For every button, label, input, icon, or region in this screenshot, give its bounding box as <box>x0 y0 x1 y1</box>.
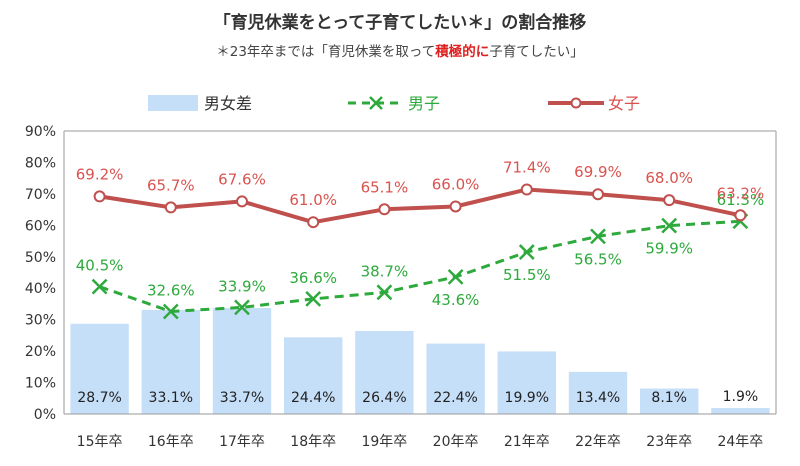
male-point-16年卒 <box>162 303 179 320</box>
bar-gap-23年卒 <box>640 388 699 414</box>
x-tick-label: 19年卒 <box>361 434 407 450</box>
x-tick-label: 20年卒 <box>433 434 479 450</box>
female-point-18年卒 <box>307 216 320 229</box>
male-point-17年卒 <box>234 299 250 316</box>
male-label-23年卒: 59.9% <box>645 240 693 258</box>
female-label-22年卒: 69.9% <box>574 163 622 181</box>
female-label-24年卒: 63.2% <box>717 184 765 202</box>
bar-gap-22年卒 <box>568 371 628 414</box>
x-tick-label: 22年卒 <box>575 434 621 450</box>
male-label-20年卒: 43.6% <box>432 291 480 309</box>
x-tick-label: 24年卒 <box>717 434 763 450</box>
bar-label-19年卒: 26.4% <box>362 390 406 406</box>
female-label-20年卒: 66.0% <box>432 175 480 193</box>
female-label-17年卒: 67.6% <box>218 170 266 188</box>
female-point-23年卒 <box>663 194 676 207</box>
male-label-22年卒: 56.5% <box>574 250 622 268</box>
x-tick-label: 23年卒 <box>646 434 692 450</box>
male-label-21年卒: 51.5% <box>503 266 551 284</box>
x-tick-label: 15年卒 <box>77 434 123 450</box>
female-label-21年卒: 71.4% <box>503 158 551 176</box>
bar-label-21年卒: 19.9% <box>505 390 549 406</box>
bar-gap-16年卒 <box>141 309 200 414</box>
bar-label-22年卒: 13.4% <box>576 390 620 406</box>
male-label-15年卒: 40.5% <box>76 257 124 275</box>
male-label-19年卒: 38.7% <box>361 262 409 280</box>
male-point-21年卒 <box>518 244 535 260</box>
bar-gap-17年卒 <box>212 308 272 414</box>
female-point-16年卒 <box>164 201 177 214</box>
bar-label-18年卒: 24.4% <box>291 390 335 406</box>
bar-label-15年卒: 28.7% <box>77 390 121 406</box>
bar-gap-19年卒 <box>355 330 414 414</box>
y-tick-label: 80% <box>25 155 56 171</box>
female-point-21年卒 <box>520 183 533 196</box>
y-tick-label: 20% <box>25 344 56 360</box>
subtitle-text-after: 子育てしたい」 <box>489 44 584 60</box>
female-label-23年卒: 68.0% <box>645 169 693 187</box>
y-tick-label: 40% <box>25 281 56 297</box>
bar-label-23年卒: 8.1% <box>651 390 687 406</box>
y-tick-label: 10% <box>25 376 56 392</box>
female-series-line <box>99 187 741 225</box>
male-label-16年卒: 32.6% <box>147 281 195 299</box>
male-series-line <box>99 219 741 314</box>
bar-gap-18年卒 <box>284 337 343 414</box>
male-point-22年卒 <box>590 228 606 245</box>
female-point-24年卒 <box>734 209 747 222</box>
legend-swatch-gap <box>148 95 198 111</box>
male-point-18年卒 <box>305 291 322 307</box>
male-label-17年卒: 33.9% <box>218 277 266 295</box>
female-label-18年卒: 61.0% <box>289 191 337 209</box>
bar-label-20年卒: 22.4% <box>433 390 477 406</box>
male-label-18年卒: 36.6% <box>289 269 337 287</box>
female-label-16年卒: 65.7% <box>147 176 195 194</box>
y-tick-label: 60% <box>25 218 56 234</box>
y-tick-label: 50% <box>25 250 56 266</box>
legend-label-female: 女子 <box>608 94 640 113</box>
legend-label-gap: 男女差 <box>204 94 252 113</box>
y-tick-label: 90% <box>25 124 56 140</box>
male-point-19年卒 <box>376 284 393 301</box>
chart-title: 「育児休業をとって子育てしたい＊」の割合推移 <box>213 13 587 33</box>
legend-label-male: 男子 <box>408 94 440 113</box>
female-point-20年卒 <box>449 200 462 213</box>
subtitle-emphasis: 積極的に <box>435 44 490 60</box>
bar-gap-21年卒 <box>497 351 556 414</box>
bar-label-24年卒: 1.9% <box>723 389 759 405</box>
bar-gap-15年卒 <box>70 323 129 414</box>
bar-label-16年卒: 33.1% <box>149 390 193 406</box>
y-tick-label: 30% <box>25 313 56 329</box>
x-tick-label: 21年卒 <box>504 434 550 450</box>
bar-gap-24年卒 <box>711 408 770 414</box>
y-tick-label: 0% <box>34 407 56 423</box>
male-point-23年卒 <box>661 217 678 234</box>
male-label-24年卒: 61.3% <box>717 191 765 209</box>
female-point-17年卒 <box>236 195 248 208</box>
bar-label-17年卒: 33.7% <box>220 390 264 406</box>
y-tick-label: 70% <box>25 187 56 203</box>
female-point-15年卒 <box>93 190 106 203</box>
male-point-20年卒 <box>447 269 464 285</box>
chart-subtitle: ＊23年卒までは「育児休業を取って積極的に子育てしたい」 <box>0 40 800 60</box>
male-point-15年卒 <box>91 278 108 295</box>
x-tick-label: 18年卒 <box>290 434 336 450</box>
female-label-19年卒: 65.1% <box>361 178 409 196</box>
x-tick-label: 16年卒 <box>148 434 194 450</box>
bar-gap-20年卒 <box>426 343 485 414</box>
female-point-22年卒 <box>592 188 604 201</box>
subtitle-text-before: ＊23年卒までは「育児休業を取って <box>216 44 436 60</box>
female-label-15年卒: 69.2% <box>76 165 124 183</box>
legend-marker-female <box>570 97 582 109</box>
legend-marker-male <box>369 96 383 110</box>
x-tick-label: 17年卒 <box>219 434 265 450</box>
female-point-19年卒 <box>378 203 391 216</box>
